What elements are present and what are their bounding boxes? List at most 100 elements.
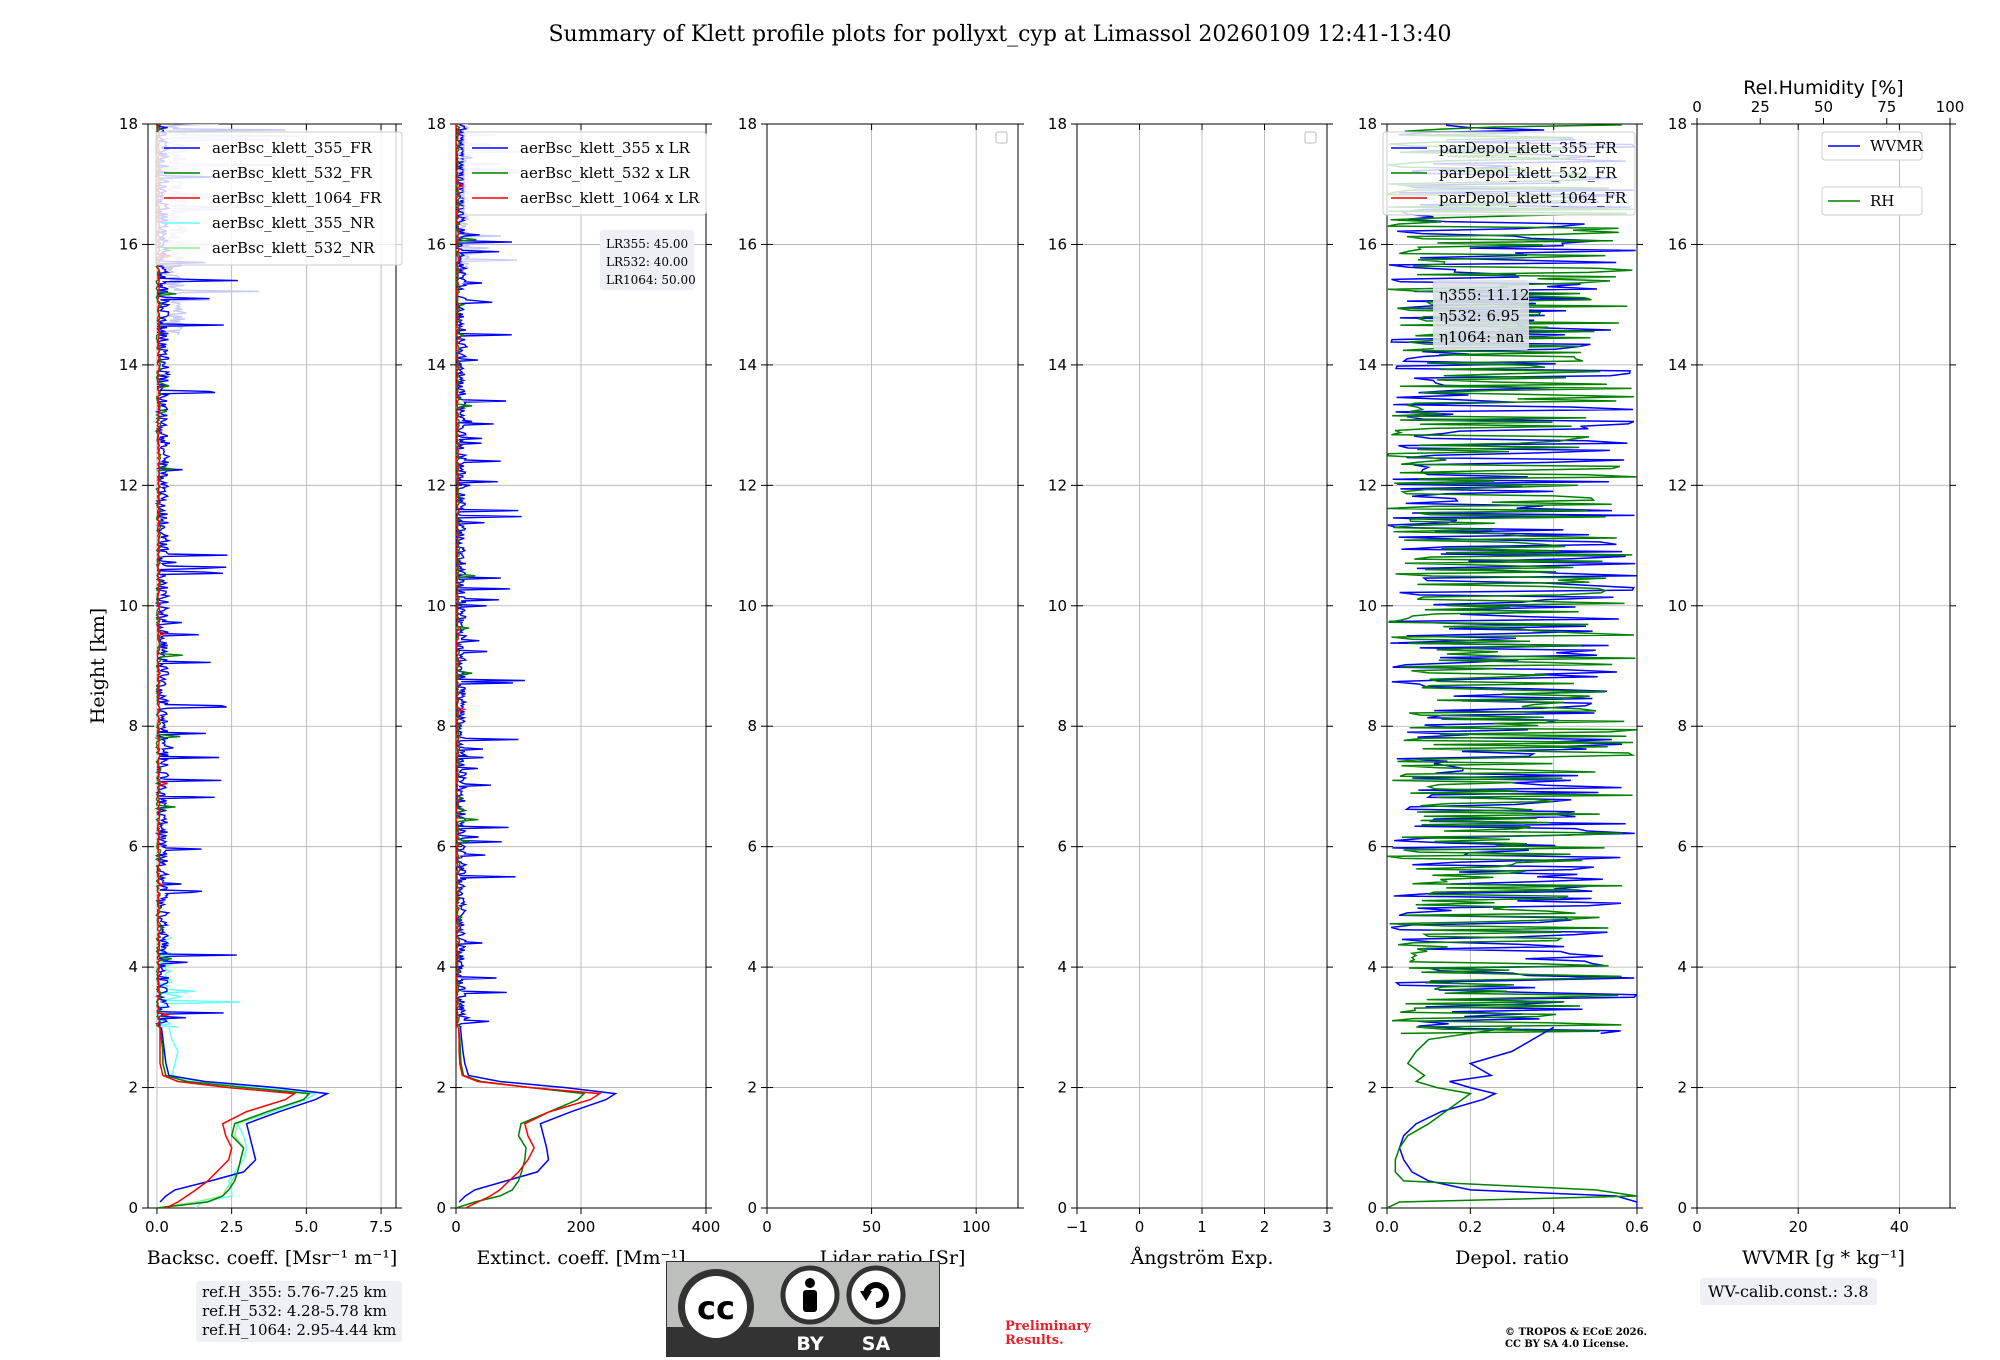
x-tick-label: 20 (1789, 1218, 1808, 1236)
eta-value: η355: 11.12 (1439, 286, 1529, 304)
y-tick-label: 16 (738, 235, 757, 253)
x-tick-label: −1 (1066, 1218, 1088, 1236)
y-tick-label: 14 (738, 356, 757, 374)
x-tick-label: 2 (1260, 1218, 1270, 1236)
lr-box (600, 230, 694, 290)
legend-label: parDepol_klett_1064_FR (1439, 189, 1627, 207)
y-tick-label: 18 (119, 115, 138, 133)
panel-wvmr: 0 20 40 0 2 4 6 8 10 12 14 16 18 WVMR [g * kg⁻¹] WVMR R… (1668, 77, 1964, 1269)
y-tick-label: 6 (128, 838, 138, 856)
legend-box (1821, 186, 1923, 216)
panel-backscatter: 0.0 2.5 5.0 7.5 0 2 4 6 8 10 12 14 16 18 Backsc. coeff… (119, 115, 403, 1269)
plot-area (456, 124, 618, 1208)
x-axis-label: WVMR [g * kg⁻¹] (1742, 1247, 1905, 1269)
legend-label: aerBsc_klett_1064 x LR (520, 189, 700, 207)
copyright-note: © TROPOS & ECoE 2026. CC BY SA 4.0 Licen… (1505, 1327, 1648, 1350)
preliminary-note: Preliminary Results. (1005, 1319, 1091, 1348)
panel-frame (147, 123, 397, 1209)
series-depol-355 (1398, 1026, 1637, 1208)
top-x-tick-label: 25 (1751, 98, 1770, 116)
series-355-nr (168, 1027, 318, 1208)
series-1064-fr (159, 1027, 297, 1208)
eta-box (1433, 280, 1529, 350)
series-355-fr-upper (154, 124, 238, 1028)
y-tick-label: 18 (1358, 115, 1377, 133)
eta-value: η532: 6.95 (1439, 307, 1520, 325)
legend-label: aerBsc_klett_532_FR (212, 164, 372, 182)
top-x-tick-label: 0 (1692, 98, 1702, 116)
y-tick-label: 0 (1677, 1199, 1687, 1217)
sa-icon (846, 1265, 906, 1325)
legend-box (1821, 131, 1923, 161)
legend-label: parDepol_klett_355_FR (1439, 139, 1617, 157)
x-tick-label: 40 (1890, 1218, 1909, 1236)
legend-label: WVMR (1870, 137, 1924, 155)
top-x-tick-label: 100 (1936, 98, 1965, 116)
x-tick-label: 0 (1135, 1218, 1145, 1236)
legend-label: aerBsc_klett_355_FR (212, 139, 372, 157)
y-tick-label: 4 (1367, 958, 1377, 976)
y-tick-label: 16 (1358, 235, 1377, 253)
legend-frame (155, 131, 403, 266)
cc-by-sa-logo: cc BY SA (666, 1261, 940, 1357)
top-x-tick-label: 75 (1877, 98, 1896, 116)
x-tick-label: 3 (1322, 1218, 1332, 1236)
y-tick-label: 0 (1367, 1199, 1377, 1217)
y-tick-label: 16 (119, 235, 138, 253)
cc-by-text: BY (796, 1333, 823, 1355)
y-tick-label: 6 (1677, 838, 1687, 856)
y-tick-label: 10 (1358, 597, 1377, 615)
series-1064-ext (457, 1027, 603, 1208)
x-tick-label: 0 (762, 1218, 772, 1236)
y-tick-label: 0 (1057, 1199, 1067, 1217)
panel-depol: 0.0 0.2 0.4 0.6 0 2 4 6 8 10 12 14 16 18 Depol. ratio p… (1358, 115, 1649, 1269)
x-tick-label: 0 (451, 1218, 461, 1236)
y-tick-label: 16 (1048, 235, 1067, 253)
x-axis-label: Extinct. coeff. [Mm⁻¹] (476, 1247, 685, 1269)
x-tick-label: 1 (1197, 1218, 1207, 1236)
y-tick-label: 6 (1057, 838, 1067, 856)
legend-frame (463, 131, 707, 216)
series-355-ext-upper (456, 124, 525, 1028)
series-1064-fr-upper (156, 124, 171, 1028)
legend-frame (1382, 131, 1636, 216)
x-tick-label: 0.2 (1458, 1218, 1482, 1236)
x-tick-label: 0.6 (1625, 1218, 1649, 1236)
x-tick-label: 7.5 (369, 1218, 393, 1236)
y-tick-label: 16 (1668, 235, 1687, 253)
x-tick-label: 50 (862, 1218, 881, 1236)
y-tick-label: 4 (1057, 958, 1067, 976)
y-tick-label: 12 (427, 476, 446, 494)
legend-label: aerBsc_klett_355_NR (212, 214, 375, 232)
x-tick-label: 0 (1692, 1218, 1702, 1236)
eta-value: η1064: nan (1439, 328, 1525, 346)
y-tick-label: 8 (747, 717, 757, 735)
x-axis-label: Depol. ratio (1455, 1247, 1569, 1269)
reference-height-box: ref.H_355: 5.76-7.25 km ref.H_532: 4.28-… (196, 1281, 403, 1342)
y-tick-label: 12 (1358, 476, 1377, 494)
y-tick-label: 0 (747, 1199, 757, 1217)
y-tick-label: 18 (738, 115, 757, 133)
y-tick-label: 18 (427, 115, 446, 133)
cc-sa-text: SA (862, 1333, 891, 1355)
ref-height-355: ref.H_355: 5.76-7.25 km (202, 1283, 387, 1301)
chart-title: Summary of Klett profile plots for polly… (548, 22, 1452, 47)
y-tick-label: 4 (1677, 958, 1687, 976)
y-tick-label: 2 (128, 1079, 138, 1097)
series-1064-ext-upper (456, 124, 467, 1028)
y-tick-label: 18 (1048, 115, 1067, 133)
legend-extinction: aerBsc_klett_355 x LR aerBsc_klett_532 x … (463, 131, 707, 216)
y-tick-label: 12 (119, 476, 138, 494)
x-tick-label: 5.0 (294, 1218, 318, 1236)
legend-wvmr: WVMR RH (1821, 131, 1924, 216)
legend-label: aerBsc_klett_532 x LR (520, 164, 691, 182)
legend-depol: parDepol_klett_355_FR parDepol_klett_532_… (1382, 131, 1636, 216)
y-tick-label: 0 (128, 1199, 138, 1217)
series-depol-355-upper (1387, 124, 1637, 1035)
series-532-fr (156, 1027, 311, 1208)
y-tick-label: 6 (1367, 838, 1377, 856)
legend-backscatter: aerBsc_klett_355_FR aerBsc_klett_532_FRae… (155, 131, 403, 266)
panel-frame (766, 123, 1019, 1209)
